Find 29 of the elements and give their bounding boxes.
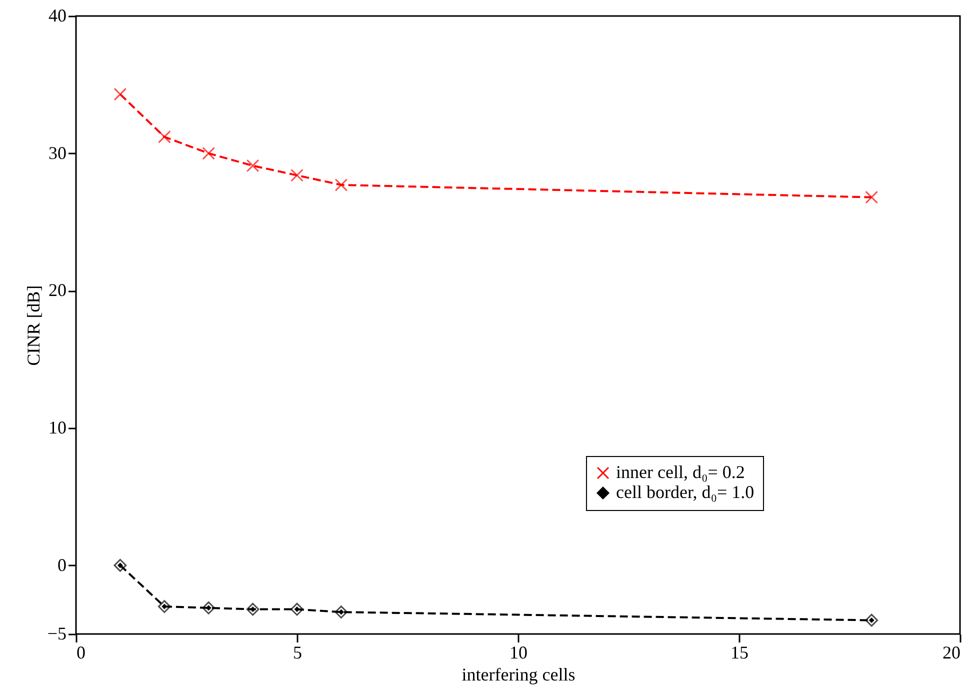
x-axis-title: interfering cells xyxy=(462,664,576,684)
y-tick-label: 40 xyxy=(48,6,66,26)
point xyxy=(246,602,260,616)
point xyxy=(202,146,216,160)
point xyxy=(865,614,878,627)
y-tick-label: 20 xyxy=(48,280,66,300)
point xyxy=(246,159,260,172)
x-tick-label: 0 xyxy=(76,642,86,662)
legend-label: inner cell, d₀= 0.2 xyxy=(616,462,745,482)
point xyxy=(290,168,304,182)
y-tick-label: −5 xyxy=(47,624,66,644)
point xyxy=(114,88,127,101)
point xyxy=(158,600,171,613)
legend-label: cell border, d₀= 1.0 xyxy=(616,482,754,502)
point xyxy=(290,602,304,616)
x-tick-label: 10 xyxy=(510,642,528,662)
y-tick-label: 0 xyxy=(58,554,66,575)
x-tick-label: 5 xyxy=(293,642,302,662)
y-tick-label: 30 xyxy=(48,142,66,163)
x-tick-label: 20 xyxy=(942,642,960,662)
point xyxy=(114,558,127,572)
point xyxy=(334,606,348,618)
point xyxy=(158,130,171,144)
y-axis-title: CINR [dB] xyxy=(23,285,44,366)
y-tick-label: 10 xyxy=(48,418,66,438)
point xyxy=(865,190,878,204)
point xyxy=(334,178,348,192)
x-tick-label: 15 xyxy=(730,642,748,662)
point xyxy=(202,601,216,614)
